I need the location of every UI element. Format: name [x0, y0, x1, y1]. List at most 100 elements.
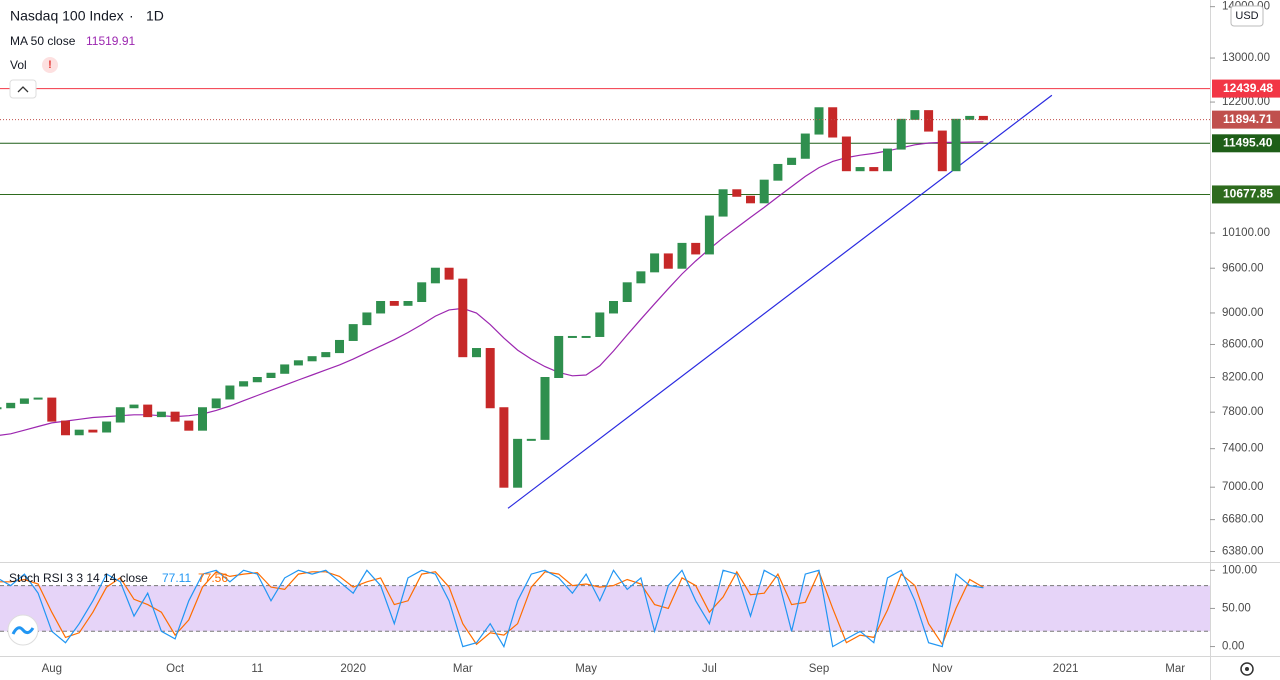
- currency: USD: [1235, 10, 1258, 22]
- currency-box[interactable]: [1230, 5, 1264, 27]
- candle: [800, 133, 810, 159]
- candle: [540, 377, 550, 440]
- candle: [978, 115, 988, 121]
- candle: [444, 267, 454, 280]
- y-tick-label: 13000.00: [1222, 52, 1270, 64]
- y-tick-label: 0.00: [1222, 641, 1244, 653]
- x-tick-label: 2021: [1053, 663, 1079, 675]
- price-pane: [0, 88, 1210, 509]
- series-line: [0, 569, 984, 649]
- candle: [143, 404, 153, 418]
- candle: [554, 335, 564, 379]
- candle: [458, 278, 468, 358]
- candle: [6, 402, 16, 409]
- x-tick-label: Oct: [166, 663, 185, 675]
- vol-alert-icon[interactable]: [42, 57, 58, 73]
- level-label-bg: [1212, 134, 1280, 153]
- candle: [787, 157, 797, 165]
- candle: [115, 407, 125, 423]
- y-tick-label: 9000.00: [1222, 307, 1264, 319]
- x-tick-label: Sep: [809, 663, 829, 675]
- candle: [335, 339, 344, 354]
- x-tick-label: Mar: [1165, 663, 1185, 675]
- candle: [869, 167, 879, 172]
- stoch-title: Stoch RSI 3 3 14 14 close: [9, 571, 148, 585]
- candle: [937, 130, 947, 172]
- candle: [74, 429, 84, 436]
- y-tick-label: 7800.00: [1222, 406, 1264, 418]
- level-label: 12439.48: [1223, 81, 1273, 95]
- candle: [718, 189, 728, 217]
- candle: [513, 438, 523, 488]
- candle: [362, 312, 372, 326]
- level-label: 10677.85: [1223, 187, 1273, 201]
- candle: [170, 411, 180, 422]
- candle: [910, 110, 920, 120]
- y-tick-label: 7400.00: [1222, 443, 1264, 455]
- candle: [417, 282, 427, 303]
- collapse-button[interactable]: [9, 79, 37, 99]
- candle: [307, 356, 317, 362]
- interval[interactable]: 1D: [146, 8, 164, 24]
- trend-line: [507, 94, 1053, 509]
- level-label-bg: [1212, 185, 1280, 204]
- candle: [677, 242, 687, 269]
- y-tick-label: 8200.00: [1222, 372, 1264, 384]
- candle: [609, 301, 618, 314]
- candle: [636, 271, 646, 284]
- candle: [403, 301, 413, 306]
- candle: [883, 148, 892, 172]
- candle: [47, 397, 57, 422]
- settings-icon-center: [1245, 667, 1249, 671]
- x-tick-label: Aug: [42, 663, 62, 675]
- candle: [581, 335, 591, 338]
- candle: [773, 163, 783, 181]
- candle: [499, 407, 509, 488]
- x-tick-label: Mar: [453, 663, 473, 675]
- price-labels: 12439.48 11495.40 10677.85 11894.71: [1212, 79, 1280, 204]
- candle: [691, 242, 701, 255]
- candle: [61, 420, 70, 436]
- x-tick-label: Jul: [702, 663, 717, 675]
- x-tick-label: 11: [251, 663, 263, 675]
- logo-wave: [11, 626, 35, 635]
- candle: [704, 215, 714, 255]
- settings-icon[interactable]: [1240, 662, 1254, 676]
- y-tick-label: 6380.00: [1222, 546, 1264, 558]
- candle: [156, 411, 166, 418]
- candle: [951, 118, 961, 172]
- candle: [567, 335, 577, 338]
- collapse-icon: [17, 86, 29, 93]
- candle: [622, 282, 632, 303]
- y-tick-label: 100.00: [1222, 564, 1257, 576]
- candle: [88, 429, 98, 433]
- candle: [19, 398, 29, 404]
- ma-legend-name[interactable]: MA 50 close: [10, 34, 76, 48]
- vol-legend[interactable]: Vol: [10, 58, 27, 72]
- stoch-k-value: 77.11: [162, 571, 191, 585]
- stoch-pane: [0, 569, 1210, 649]
- candle: [266, 372, 276, 379]
- level-label: 11495.40: [1223, 135, 1273, 149]
- x-tick-label: Nov: [932, 663, 953, 675]
- candle: [0, 407, 2, 410]
- candle: [746, 195, 755, 204]
- candle: [663, 253, 673, 269]
- candle: [376, 301, 386, 314]
- candle: [472, 348, 481, 358]
- candle: [595, 312, 605, 337]
- candle: [129, 404, 139, 409]
- candle: [732, 189, 742, 197]
- stoch-band-fill: [0, 585, 1210, 632]
- candle: [184, 420, 194, 431]
- y-tick-label: 6680.00: [1222, 514, 1264, 526]
- candle: [321, 352, 331, 358]
- y-tick-label: 10100.00: [1222, 227, 1270, 239]
- candle: [924, 110, 934, 132]
- candle: [896, 118, 906, 150]
- y-tick-label: 8600.00: [1222, 339, 1264, 351]
- candle: [485, 348, 495, 409]
- candle: [828, 107, 838, 138]
- last-price-bg: [1212, 110, 1280, 129]
